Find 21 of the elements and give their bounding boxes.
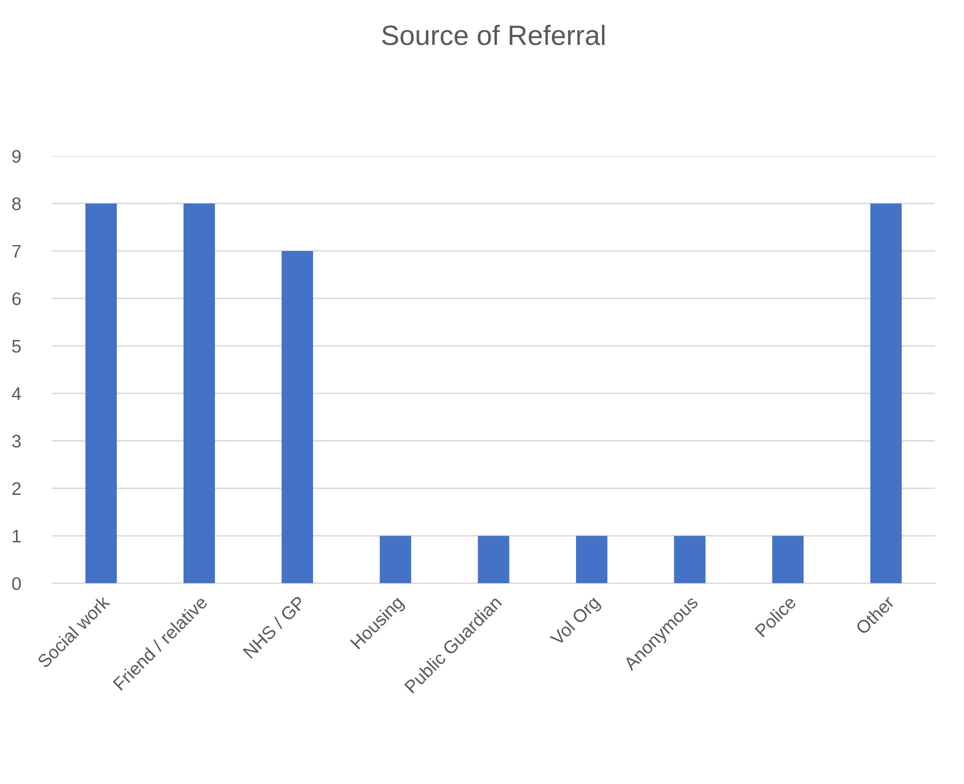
bar (85, 203, 117, 584)
y-tick-label: 1 (12, 530, 21, 542)
bar (772, 536, 804, 584)
y-tick-label: 9 (12, 150, 21, 163)
y-tick-label: 4 (12, 388, 21, 400)
y-tick-label: 3 (12, 434, 21, 448)
bar (184, 203, 215, 584)
bar (282, 250, 314, 584)
bar (380, 536, 412, 584)
x-tick-label: Vol Org (549, 595, 603, 649)
bar (674, 536, 706, 584)
y-tick-label: 0 (12, 577, 21, 590)
y-tick-label: 7 (12, 245, 21, 258)
bar (478, 536, 510, 584)
bar (576, 536, 608, 584)
y-tick-label: 8 (12, 197, 21, 210)
y-tick-label: 6 (12, 292, 21, 306)
y-tick-label: 2 (12, 482, 21, 495)
y-tick-label: 5 (12, 340, 21, 353)
chart-title: Source of Referral (382, 24, 604, 46)
bar (870, 203, 902, 584)
